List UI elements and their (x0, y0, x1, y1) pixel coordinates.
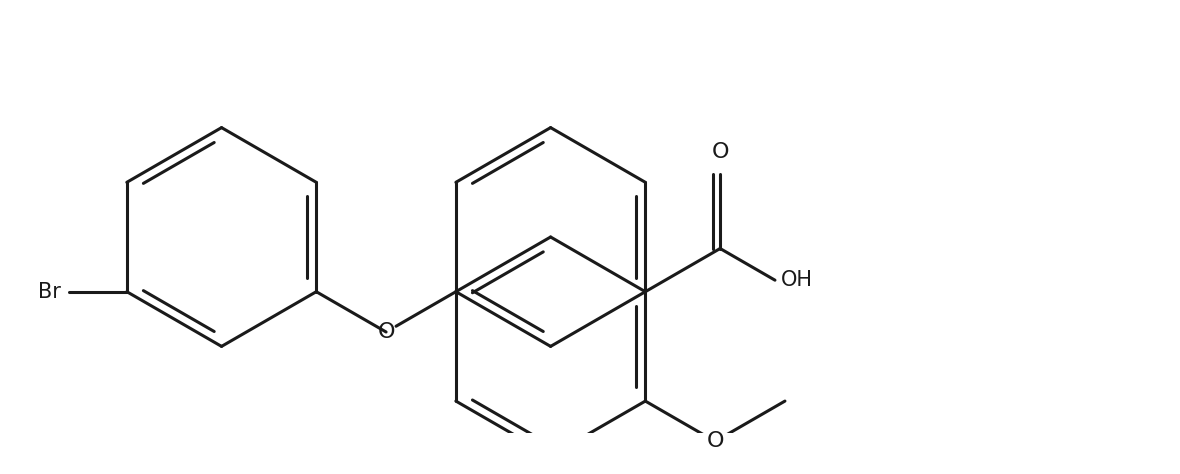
Text: O: O (378, 322, 395, 342)
Text: OH: OH (781, 270, 813, 290)
Text: Br: Br (38, 282, 61, 301)
Text: O: O (712, 142, 729, 162)
Text: O: O (707, 431, 723, 451)
